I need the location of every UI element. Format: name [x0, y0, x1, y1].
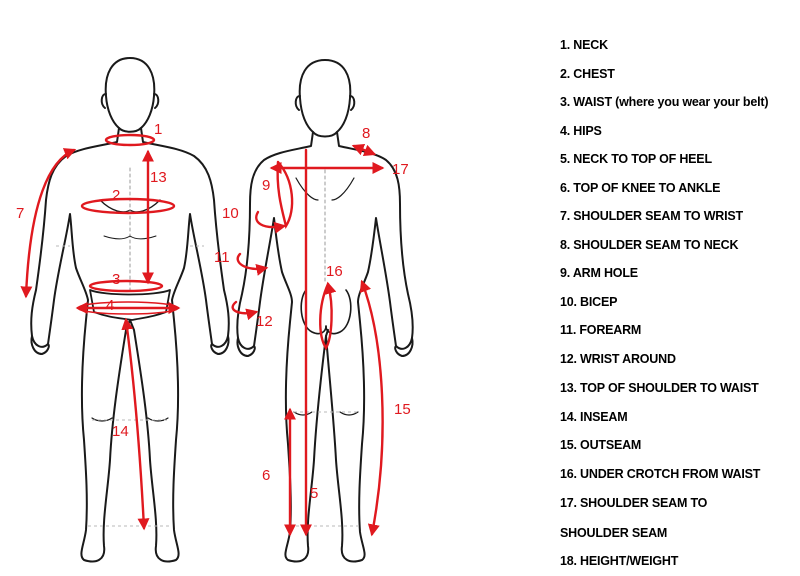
legend-item-hips: 4. HIPS	[560, 124, 602, 138]
label-3: 3	[112, 271, 120, 288]
legend-item-bicep: 10. BICEP	[560, 295, 618, 309]
back-body-figure	[236, 59, 414, 563]
measurement-lines	[20, 133, 385, 537]
legend-item-shoulder-to-wrist: 7. SHOULDER SEAM TO WRIST	[560, 209, 743, 223]
forearm-measure-line	[236, 252, 269, 276]
label-2: 2	[112, 187, 120, 204]
label-9: 9	[262, 177, 270, 194]
legend-item-waist: 3. WAIST (where you wear your belt)	[560, 95, 769, 109]
legend-item-knee-to-ankle: 6. TOP OF KNEE TO ANKLE	[560, 181, 721, 195]
legend-item-chest: 2. CHEST	[560, 67, 615, 81]
arm-hole-measure-line	[276, 160, 294, 230]
label-4: 4	[106, 297, 114, 314]
measurement-numbers: 1 2 3 4 5 6 7 8 9 10 11 12 13 14 15 16 1…	[16, 121, 411, 502]
legend-item-wrist: 12. WRIST AROUND	[560, 352, 676, 366]
chest-measure-line	[80, 197, 176, 215]
legend-item-shoulder-to-waist: 13. TOP OF SHOULDER TO WAIST	[560, 381, 759, 395]
wrist-measure-line	[231, 300, 259, 321]
label-8: 8	[362, 125, 370, 142]
bicep-measure-line	[255, 210, 287, 234]
neck-measure-line	[104, 133, 156, 147]
outseam-measure-line	[359, 279, 384, 537]
inseam-measure-line	[121, 317, 150, 531]
legend-item-arm-hole: 9. ARM HOLE	[560, 266, 638, 280]
label-13: 13	[150, 169, 167, 186]
legend-item-forearm: 11. FOREARM	[560, 323, 642, 337]
label-7: 7	[16, 205, 24, 222]
legend-item-height-weight: 18. HEIGHT/WEIGHT	[560, 554, 679, 568]
label-14: 14	[112, 423, 129, 440]
label-15: 15	[394, 401, 411, 418]
under-crotch-measure-line	[319, 281, 337, 351]
front-body-figure	[30, 57, 230, 563]
label-12: 12	[256, 313, 273, 330]
legend-item-neck: 1. NECK	[560, 38, 608, 52]
guide-lines	[56, 245, 360, 527]
legend-item-shoulder-to-neck: 8. SHOULDER SEAM TO NECK	[560, 238, 739, 252]
label-1: 1	[154, 121, 162, 138]
label-11: 11	[214, 249, 230, 266]
legend-item-neck-to-heel: 5. NECK TO TOP OF HEEL	[560, 152, 712, 166]
label-16: 16	[326, 263, 343, 280]
legend-item-shoulder-to-shoulder-cont: SHOULDER SEAM	[560, 526, 668, 540]
label-5: 5	[310, 485, 318, 502]
label-10: 10	[222, 205, 239, 222]
legend-item-inseam: 14. INSEAM	[560, 410, 628, 424]
body-measurement-figure: 1 2 3 4 5 6 7 8 9 10 11 12 13 14 15 16 1…	[16, 57, 414, 563]
legend-item-under-crotch: 16. UNDER CROTCH FROM WAIST	[560, 467, 761, 481]
measurement-legend: 1. NECK 2. CHEST 3. WAIST (where you wea…	[560, 0, 800, 576]
shoulder-seam-to-neck-measure-line	[351, 143, 377, 157]
shoulder-to-wrist-measure-line	[20, 148, 77, 299]
waist-measure-line	[88, 279, 164, 293]
legend-item-shoulder-to-shoulder: 17. SHOULDER SEAM TO	[560, 496, 708, 510]
legend-item-outseam: 15. OUTSEAM	[560, 438, 642, 452]
label-6: 6	[262, 467, 270, 484]
label-17: 17	[392, 161, 409, 178]
